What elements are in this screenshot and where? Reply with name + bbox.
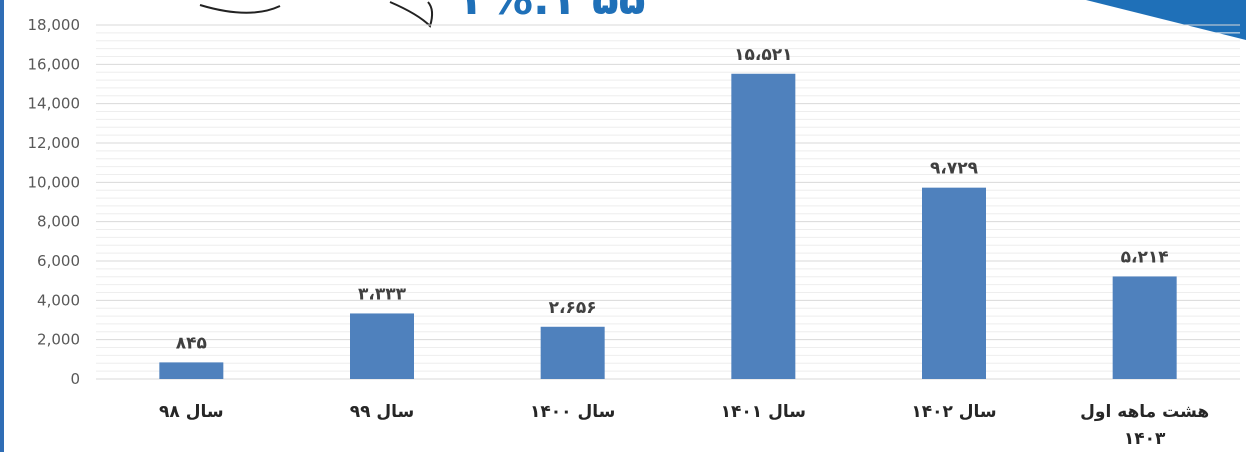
y-tick-label: 6,000 [37, 252, 80, 270]
bars [159, 73, 1177, 380]
y-tick-label: 2,000 [37, 331, 80, 349]
y-tick-label: 10,000 [28, 173, 81, 191]
x-category-label: سال ۱۴۰۰ [530, 402, 615, 422]
decor-swirl [199, 1, 434, 28]
data-label: ۲،۶۵۶ [549, 298, 597, 318]
banner-wave [1086, 0, 1246, 40]
y-tick-label: 4,000 [37, 291, 80, 309]
y-tick-label: 12,000 [28, 134, 81, 152]
left-border [0, 0, 4, 452]
bar [731, 73, 796, 380]
data-label: ۹،۷۲۹ [930, 159, 979, 179]
y-tick-label: 0 [70, 370, 80, 388]
x-category-label: سال ۱۴۰۲ [911, 402, 996, 422]
data-labels: ۸۴۵ ۳،۳۳۳ ۲،۶۵۶ ۱۵،۵۲۱ ۹،۷۲۹ ۵،۲۱۴ [176, 45, 1169, 354]
bar [350, 313, 414, 379]
x-category-label: سال ۹۹ [350, 402, 415, 422]
bar [1112, 276, 1177, 379]
bar [159, 362, 224, 379]
data-label: ۱۵،۵۲۱ [734, 45, 792, 65]
x-category-label: سال ۱۴۰۱ [721, 402, 806, 422]
x-category-label: هشت ماهه اول [1080, 402, 1209, 422]
bar [540, 326, 605, 379]
data-label: ۸۴۵ [176, 333, 207, 353]
x-axis-labels: سال ۹۸ سال ۹۹ سال ۱۴۰۰ سال ۱۴۰۱ سال ۱۴۰۲ هشت … [159, 402, 1209, 449]
y-tick-label: 18,000 [28, 16, 81, 34]
x-category-label: سال ۹۸ [159, 402, 224, 422]
data-label: ۵،۲۱۴ [1121, 247, 1169, 267]
x-category-label: ۱۴۰۳ [1124, 429, 1166, 449]
y-tick-label: 16,000 [28, 55, 81, 73]
bar [922, 187, 986, 379]
y-axis-ticks: 0 2,000 4,000 6,000 8,000 10,000 12,000 14,000 1… [28, 16, 81, 388]
headline-text: ۲%.۱ ۵۵ [462, 0, 646, 25]
y-tick-label: 8,000 [37, 213, 80, 231]
data-label: ۳،۳۳۳ [358, 284, 407, 304]
grid-layer [96, 24, 1240, 380]
y-tick-label: 14,000 [28, 95, 81, 113]
